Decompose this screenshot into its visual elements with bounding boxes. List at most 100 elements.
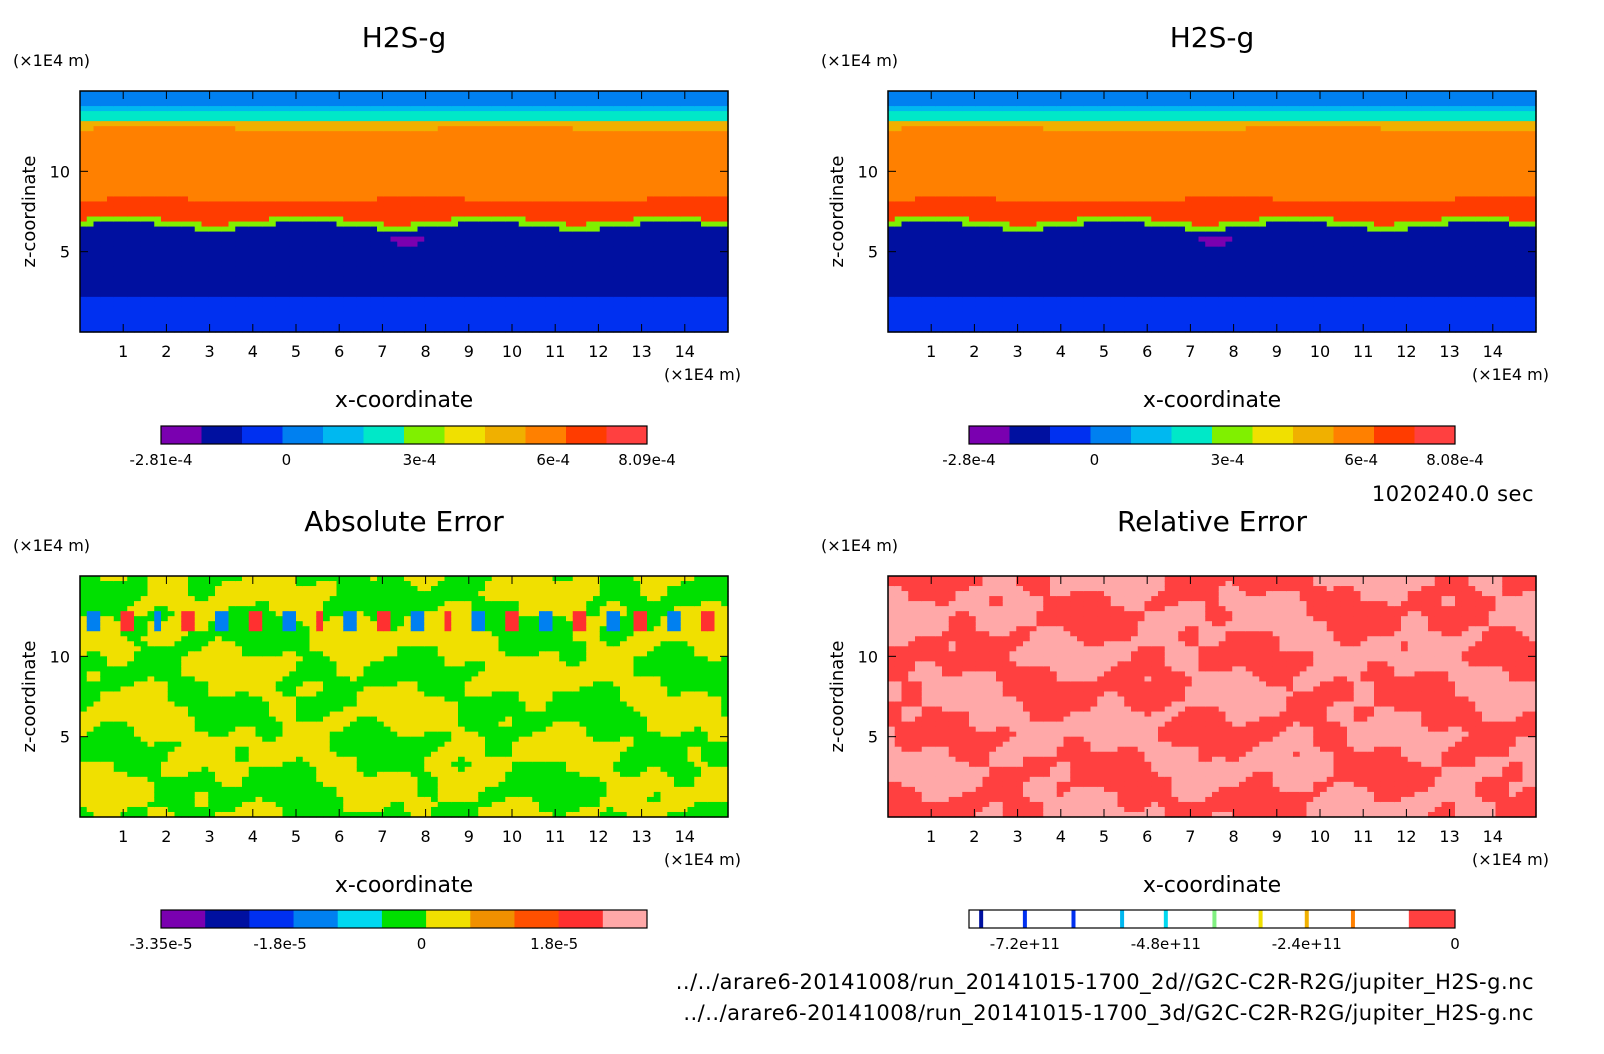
heatmap-cell bbox=[296, 156, 304, 162]
heatmap-cell bbox=[626, 136, 635, 142]
heatmap-cell bbox=[518, 326, 527, 333]
heatmap-cell bbox=[437, 96, 446, 102]
heatmap-cell bbox=[363, 191, 371, 198]
heatmap-cell bbox=[302, 161, 311, 167]
heatmap-cell bbox=[208, 141, 216, 147]
heatmap-cell bbox=[478, 141, 486, 147]
heatmap-cell bbox=[242, 116, 250, 122]
heatmap-cell bbox=[383, 161, 392, 167]
heatmap-cell bbox=[491, 296, 500, 303]
heatmap-cell bbox=[404, 151, 412, 157]
heatmap-cell bbox=[194, 271, 203, 278]
heatmap-cell bbox=[613, 301, 621, 308]
heatmap-cell bbox=[107, 156, 115, 162]
heatmap-cell bbox=[680, 316, 689, 323]
heatmap-cell bbox=[208, 226, 216, 233]
heatmap-cell bbox=[188, 276, 196, 283]
heatmap-cell bbox=[525, 186, 533, 193]
heatmap-cell bbox=[262, 191, 270, 198]
heatmap-cell bbox=[93, 111, 101, 117]
heatmap-cell bbox=[626, 206, 635, 213]
heatmap-cell bbox=[167, 96, 176, 102]
heatmap-cell bbox=[552, 191, 560, 198]
heatmap-cell bbox=[579, 141, 587, 147]
heatmap-cell bbox=[894, 136, 903, 142]
heatmap-cell bbox=[620, 121, 628, 127]
heatmap-cell bbox=[188, 146, 196, 152]
heatmap-cell bbox=[599, 106, 608, 112]
heatmap-cell bbox=[701, 156, 709, 162]
heatmap-cell bbox=[532, 241, 540, 248]
heatmap-cell bbox=[626, 126, 635, 132]
heatmap-cell bbox=[86, 91, 95, 97]
heatmap-cell bbox=[309, 211, 317, 218]
heatmap-cell bbox=[255, 176, 263, 182]
heatmap-cell bbox=[302, 276, 311, 283]
heatmap-cell bbox=[908, 136, 916, 142]
heatmap-cell bbox=[451, 116, 459, 122]
heatmap-cell bbox=[512, 156, 520, 162]
heatmap-cell bbox=[329, 321, 338, 328]
heatmap-cell bbox=[282, 281, 290, 288]
heatmap-cell bbox=[599, 246, 608, 253]
heatmap-cell bbox=[566, 276, 574, 283]
heatmap-cell bbox=[620, 296, 628, 303]
heatmap-cell bbox=[113, 281, 122, 288]
heatmap-cell bbox=[566, 221, 574, 228]
heatmap-cell bbox=[188, 101, 196, 107]
heatmap-cell bbox=[451, 311, 459, 318]
heatmap-cell bbox=[888, 321, 896, 328]
heatmap-cell bbox=[647, 281, 655, 288]
heatmap-cell bbox=[915, 91, 923, 97]
heatmap-cell bbox=[586, 196, 594, 203]
heatmap-cell bbox=[451, 136, 459, 142]
heatmap-cell bbox=[647, 271, 655, 278]
heatmap-cell bbox=[127, 321, 135, 328]
heatmap-cell bbox=[208, 151, 216, 157]
heatmap-cell bbox=[377, 186, 385, 193]
heatmap-cell bbox=[458, 91, 466, 97]
heatmap-cell bbox=[620, 186, 628, 193]
heatmap-cell bbox=[228, 111, 236, 117]
heatmap-cell bbox=[397, 301, 405, 308]
heatmap-cell bbox=[701, 91, 709, 97]
heatmap-cell bbox=[93, 311, 101, 318]
heatmap-cell bbox=[491, 316, 500, 323]
heatmap-cell bbox=[194, 221, 203, 228]
heatmap-cell bbox=[100, 91, 108, 97]
heatmap-cell bbox=[901, 206, 909, 213]
heatmap-cell bbox=[572, 176, 581, 182]
heatmap-cell bbox=[606, 221, 614, 228]
heatmap-cell bbox=[269, 181, 277, 187]
heatmap-cell bbox=[451, 121, 459, 127]
heatmap-cell bbox=[397, 196, 405, 203]
heatmap-cell bbox=[599, 191, 608, 198]
heatmap-cell bbox=[444, 216, 452, 223]
heatmap-cell bbox=[613, 276, 621, 283]
heatmap-cell bbox=[194, 136, 203, 142]
heatmap-cell bbox=[458, 306, 466, 313]
heatmap-cell bbox=[134, 126, 142, 132]
heatmap-cell bbox=[694, 171, 702, 177]
heatmap-cell bbox=[701, 111, 709, 117]
heatmap-cell bbox=[350, 96, 358, 102]
heatmap-cell bbox=[640, 251, 648, 258]
heatmap-cell bbox=[194, 156, 203, 162]
heatmap-cell bbox=[512, 126, 520, 132]
heatmap-cell bbox=[201, 236, 209, 243]
heatmap-cell bbox=[356, 236, 365, 243]
heatmap-cell bbox=[491, 231, 500, 238]
heatmap-cell bbox=[356, 241, 365, 248]
heatmap-cell bbox=[174, 136, 182, 142]
heatmap-cell bbox=[194, 286, 203, 293]
heatmap-cell bbox=[701, 126, 709, 132]
heatmap-cell bbox=[100, 96, 108, 102]
heatmap-cell bbox=[908, 281, 916, 288]
heatmap-cell bbox=[721, 261, 729, 268]
heatmap-cell bbox=[370, 136, 378, 142]
heatmap-cell bbox=[309, 296, 317, 303]
heatmap-cell bbox=[228, 171, 236, 177]
heatmap-cell bbox=[471, 291, 479, 298]
heatmap-cell bbox=[269, 186, 277, 193]
heatmap-cell bbox=[390, 281, 398, 288]
